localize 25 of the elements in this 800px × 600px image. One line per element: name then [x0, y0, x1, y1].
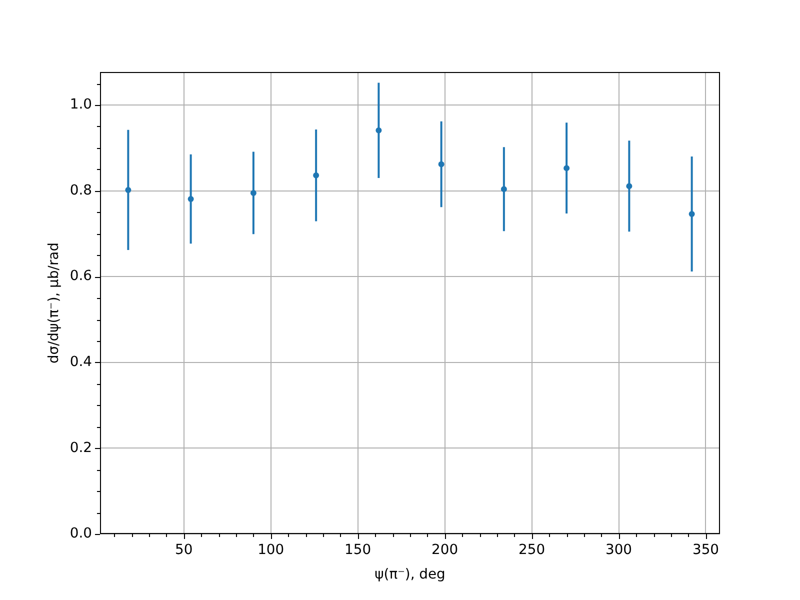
- point: [125, 186, 132, 193]
- y-tick-label: 0.8: [70, 182, 92, 198]
- point: [250, 190, 256, 196]
- y-tick-label: 0.6: [70, 268, 92, 284]
- y-tick-label: 1.0: [70, 96, 92, 113]
- y-tick-label: 0.0: [70, 526, 92, 542]
- x-tick-label: 150: [344, 542, 372, 558]
- x-tick-label: 300: [605, 542, 632, 558]
- y-tick-label: 0.4: [70, 354, 92, 370]
- point: [313, 172, 320, 178]
- y-tick-label: 0.2: [70, 440, 92, 456]
- x-tick-label: 200: [432, 542, 458, 558]
- point: [376, 127, 382, 134]
- point: [188, 196, 194, 202]
- x-tick-label: 50: [175, 542, 193, 558]
- point: [626, 183, 632, 190]
- point: [438, 161, 444, 168]
- x-axis-title: ψ(π⁻), deg: [374, 566, 446, 582]
- y-axis-title: dσ/dψ(π⁻), μb/rad: [46, 242, 62, 364]
- point: [500, 186, 507, 192]
- x-tick-label: 250: [518, 542, 546, 558]
- x-tick-label: 350: [692, 542, 719, 558]
- x-tick-label: 100: [258, 542, 284, 558]
- point: [564, 165, 570, 172]
- point: [688, 210, 695, 217]
